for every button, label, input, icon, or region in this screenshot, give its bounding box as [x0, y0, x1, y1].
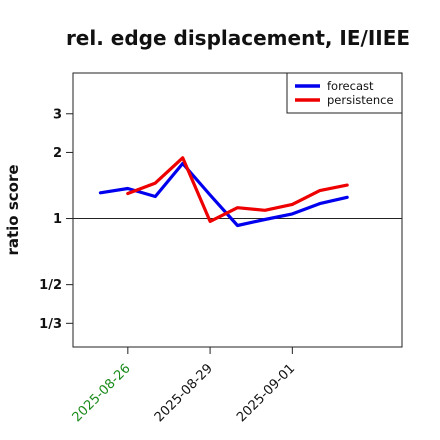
y-tick-label: 1/2: [39, 278, 62, 293]
x-tick-label: 2025-08-26: [70, 361, 134, 425]
x-tick-label: 2025-09-01: [234, 361, 298, 425]
plot-frame: [72, 72, 403, 348]
y-tick-label: 2: [53, 146, 62, 161]
y-tick-label: 1: [53, 212, 62, 227]
series-line-forecast: [98, 161, 349, 228]
legend-box: [286, 72, 403, 114]
y-axis-label: ratio score: [4, 164, 22, 255]
x-tick-label: 2025-08-29: [152, 361, 216, 425]
legend-label-persistence: persistence: [327, 93, 394, 107]
legend-label-forecast: forecast: [327, 79, 374, 93]
y-tick-label: 3: [53, 107, 62, 122]
series-line-persistence: [126, 156, 349, 223]
plot-area: 3 2 1 1/2 1/3 2025-08-26 2025-08-29 2025-09-01: [39, 72, 403, 425]
y-tick-label: 1/3: [39, 317, 62, 332]
chart-title: rel. edge displacement, IE/IIEE: [66, 26, 410, 50]
